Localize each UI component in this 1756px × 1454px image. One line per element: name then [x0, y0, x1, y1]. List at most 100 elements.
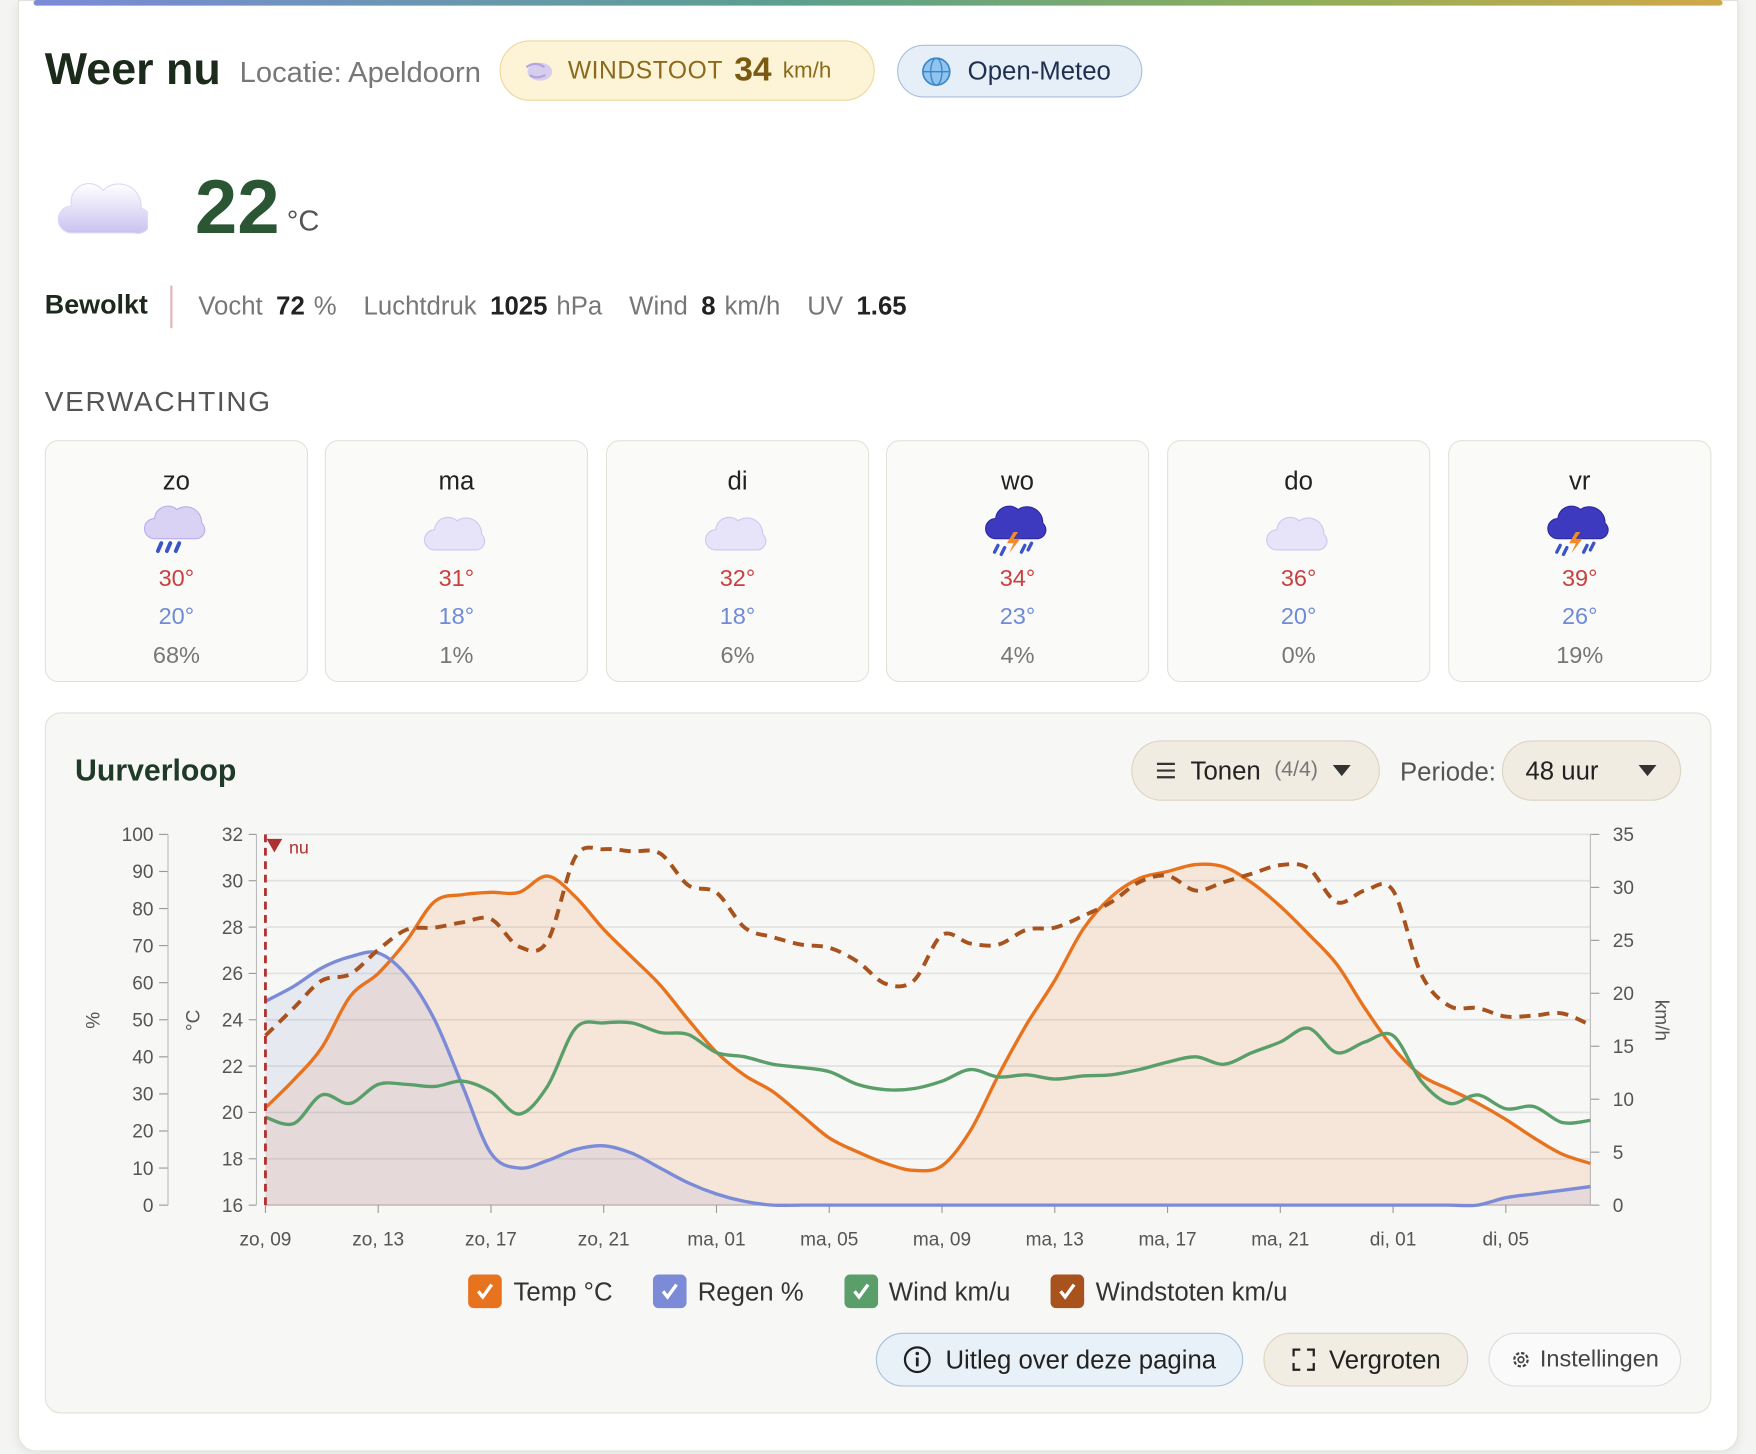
forecast-card: do 36° 20° 0% — [1167, 440, 1431, 683]
source-badge[interactable]: Open-Meteo — [897, 44, 1143, 98]
forecast-card: di 32° 18° 6% — [605, 440, 870, 683]
gear-icon — [1512, 1351, 1529, 1368]
legend-label: Temp °C — [513, 1276, 613, 1306]
dropdown-count: (4/4) — [1274, 758, 1318, 782]
forecast-icon-box — [1168, 505, 1429, 561]
info-icon — [904, 1346, 931, 1374]
gust-unit: km/h — [782, 57, 832, 83]
forecast-card: vr 39° 26° 19% — [1448, 440, 1712, 683]
chart-panel — [44, 712, 1712, 1414]
forecast-day: di — [727, 465, 748, 496]
forecast-day: wo — [1001, 465, 1034, 496]
forecast-rain: 19% — [1556, 642, 1604, 669]
expand-icon — [1292, 1348, 1315, 1371]
legend: Temp °C Regen % Wind km/u Windstoten km/u — [45, 1274, 1712, 1309]
stat-label: Wind — [629, 291, 688, 321]
legend-label: Wind km/u — [888, 1276, 1011, 1306]
forecast-icon — [143, 505, 205, 553]
forecast-rain: 68% — [152, 642, 200, 669]
forecast-high: 30° — [158, 565, 195, 592]
legend-checkbox[interactable] — [652, 1274, 687, 1309]
forecast-high: 36° — [1280, 565, 1317, 592]
check-icon — [852, 1283, 869, 1300]
forecast-low: 20° — [1280, 603, 1317, 630]
globe-icon — [922, 56, 951, 86]
chart-title: Uurverloop — [75, 753, 237, 788]
period-dropdown[interactable]: 48 uur — [1501, 740, 1682, 801]
forecast-card: ma 31° 18° 1% — [324, 440, 588, 683]
forecast-card: wo 34° 23° 4% — [885, 440, 1150, 683]
legend-item[interactable]: Windstoten km/u — [1050, 1274, 1288, 1309]
stat: Wind 8 km/h — [629, 291, 780, 321]
period-label: Periode: — [1400, 757, 1496, 787]
forecast-high: 32° — [719, 565, 756, 592]
stat: UV 1.65 — [807, 291, 906, 321]
stat: Vocht 72% — [198, 291, 336, 321]
legend-item[interactable]: Regen % — [652, 1274, 804, 1309]
forecast-icon-box — [46, 505, 307, 561]
button-label: Vergroten — [1329, 1344, 1441, 1374]
settings-button[interactable]: Instellingen — [1488, 1332, 1682, 1387]
period-value: 48 uur — [1525, 755, 1599, 785]
forecast-icon-box — [326, 505, 587, 561]
forecast-low: 26° — [1561, 603, 1598, 630]
legend-label: Regen % — [697, 1276, 804, 1306]
stat-value: 1025 — [490, 291, 548, 321]
forecast-rain: 4% — [1000, 642, 1035, 669]
caret — [1638, 764, 1657, 777]
legend-checkbox[interactable] — [468, 1274, 503, 1309]
stat-label: Luchtdruk — [363, 291, 477, 321]
legend-item[interactable]: Wind km/u — [843, 1274, 1011, 1309]
forecast-low: 18° — [719, 603, 756, 630]
forecast-low: 18° — [438, 603, 475, 630]
stat-value: 72 — [276, 291, 305, 321]
stat-unit: km/h — [724, 291, 781, 321]
legend-checkbox[interactable] — [1050, 1274, 1085, 1309]
check-icon — [661, 1283, 678, 1300]
gust-badge: WINDSTOOT 34 km/h — [499, 40, 875, 101]
forecast-low: 23° — [999, 603, 1036, 630]
stat-label: UV — [807, 291, 844, 321]
forecast-day: ma — [438, 465, 475, 496]
stat-unit: % — [313, 291, 337, 321]
current-stats: Vocht 72% Luchtdruk 1025 hPa Wind 8 km/h UV 1.65 — [198, 291, 906, 321]
caret — [1332, 764, 1351, 777]
menu-icon — [1156, 762, 1175, 779]
forecast-card: zo 30° 20° 68% — [44, 440, 309, 683]
legend-checkbox[interactable] — [843, 1274, 878, 1309]
forecast-low: 20° — [158, 603, 195, 630]
gust-icon — [525, 62, 553, 81]
check-icon — [1059, 1283, 1076, 1300]
source-name: Open-Meteo — [967, 56, 1111, 86]
legend-label: Windstoten km/u — [1095, 1276, 1288, 1306]
forecast-icon — [423, 516, 485, 551]
dropdown-label: Tonen — [1190, 755, 1261, 785]
condition: Bewolkt — [44, 290, 148, 321]
forecast-icon — [704, 516, 766, 551]
forecast-icon-box — [887, 505, 1148, 561]
stat-unit: hPa — [556, 291, 603, 321]
help-button[interactable]: Uitleg over deze pagina — [875, 1332, 1244, 1387]
forecast-icon — [1265, 516, 1327, 551]
forecast-icon — [984, 505, 1046, 557]
stat-value: 8 — [701, 291, 716, 321]
zoom-button[interactable]: Vergroten — [1263, 1332, 1469, 1387]
forecast-rain: 1% — [439, 642, 474, 669]
legend-item[interactable]: Temp °C — [468, 1274, 613, 1309]
check-mark — [477, 1283, 494, 1300]
stat: Luchtdruk 1025 hPa — [364, 291, 603, 321]
gust-value: 34 — [734, 51, 772, 89]
current-icon — [57, 183, 148, 234]
check-mark — [1059, 1283, 1076, 1300]
forecast-icon — [1546, 505, 1609, 557]
forecast-icon-box — [1449, 505, 1710, 561]
location: Locatie: Apeldoorn — [239, 54, 481, 89]
current-temperature: 22 — [194, 164, 280, 250]
series-dropdown[interactable]: Tonen (4/4) — [1131, 740, 1380, 801]
check-mark — [661, 1283, 678, 1300]
button-label: Instellingen — [1539, 1346, 1659, 1372]
forecast-day: zo — [162, 465, 190, 496]
forecast-icon-box — [607, 505, 868, 561]
